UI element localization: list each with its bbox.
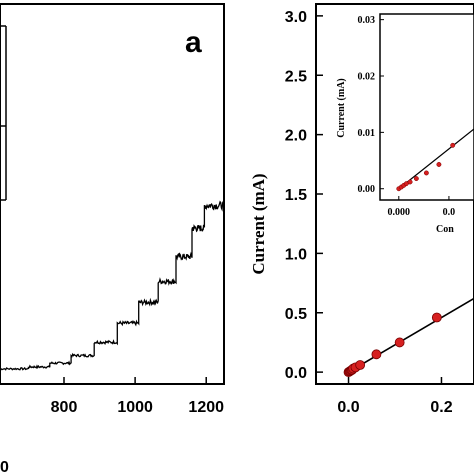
main-data-point <box>431 312 442 323</box>
inset-y-tick-label: 0.03 <box>358 15 376 26</box>
panel-a-x-tick-label: 1200 <box>188 399 224 416</box>
panel-b-y-tick-label: 2.0 <box>285 128 307 145</box>
panel-a-chart: a 800 1000 1200 0 <box>0 3 225 474</box>
panel-a-x-tick-label: 1000 <box>117 399 153 416</box>
inset-y-axis: 0.00 0.01 0.02 0.03 <box>358 15 384 195</box>
inset-x-tick-label: 0.000 <box>388 207 411 218</box>
inset-data-point <box>436 162 442 167</box>
main-fit-line <box>348 297 474 373</box>
panel-a-partial-x-label: 0 <box>0 459 9 474</box>
inset-y-tick-label: 0.00 <box>358 184 376 195</box>
inset-y-tick-label: 0.01 <box>358 128 376 139</box>
inset-frame <box>379 13 474 201</box>
inset-y-tick-label: 0.02 <box>358 72 376 83</box>
main-data-points <box>343 312 442 378</box>
panel-b-y-tick-label: 0.5 <box>285 306 307 323</box>
staircase-trace <box>0 200 225 371</box>
panel-b-y-axis-title: Current (mA) <box>249 173 268 274</box>
panel-b-y-tick-label: 3.0 <box>285 9 307 26</box>
inset-data-points <box>396 142 456 192</box>
panel-b-x-tick-label: 0.2 <box>430 399 452 416</box>
panel-a-x-tick-label: 800 <box>51 399 78 416</box>
main-data-point <box>394 337 405 348</box>
panel-b-chart: 0.0 0.5 1.0 1.5 2.0 2.5 3.0 0.0 0.2 Current (mA… <box>249 3 474 416</box>
inset-x-tick-label: 0.0 <box>443 207 456 218</box>
panel-a-frame <box>0 3 225 385</box>
inset-data-point <box>423 170 429 176</box>
inset-fit-line <box>398 128 474 190</box>
main-data-point <box>355 360 366 370</box>
panel-b-y-tick-label: 1.5 <box>285 187 307 204</box>
inset-y-axis-title: Current (mA) <box>336 78 347 138</box>
inset-data-point <box>407 179 413 185</box>
panel-letter-a: a <box>185 26 202 59</box>
panel-b-y-axis: 0.0 0.5 1.0 1.5 2.0 2.5 3.0 <box>285 9 323 382</box>
inset-x-axis-title-partial: Con <box>436 224 454 235</box>
panel-a-x-axis: 800 1000 1200 <box>51 377 224 416</box>
inset-x-axis: 0.000 0.0 <box>388 196 456 218</box>
inset-data-point <box>450 142 456 148</box>
panel-b-y-tick-label: 2.5 <box>285 68 307 85</box>
panel-b-y-tick-label: 0.0 <box>285 365 307 382</box>
inset-data-point <box>413 176 419 182</box>
panel-b-x-axis: 0.0 0.2 <box>337 377 453 416</box>
panel-b-x-tick-label: 0.0 <box>337 399 359 416</box>
panel-b-y-tick-label: 1.0 <box>285 246 307 263</box>
main-data-point <box>371 349 382 360</box>
